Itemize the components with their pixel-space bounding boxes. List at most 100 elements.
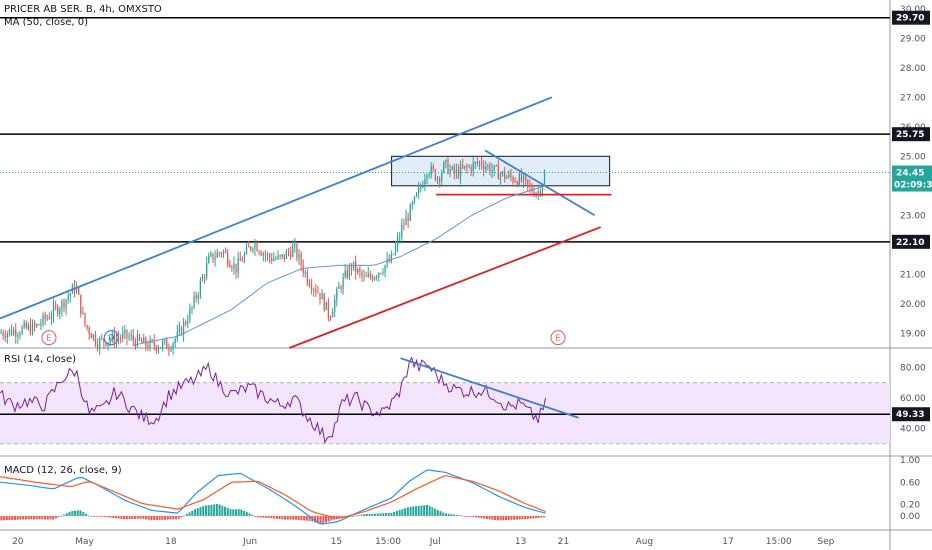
macd-histogram-bar — [488, 515, 491, 520]
candle-body — [145, 337, 147, 347]
candle-body — [258, 251, 260, 253]
time-tick-label: Jul — [429, 537, 441, 547]
candle-body — [543, 173, 546, 185]
candle-body — [392, 254, 395, 256]
macd-histogram-bar — [84, 513, 87, 516]
macd-histogram-bar — [469, 515, 472, 517]
candle-body — [182, 322, 185, 335]
macd-histogram-bar — [161, 515, 164, 520]
macd-histogram-bar — [494, 515, 497, 521]
macd-histogram-bar — [41, 515, 44, 520]
macd-histogram-bar — [128, 515, 131, 520]
macd-histogram-bar — [243, 510, 246, 516]
price-tick-label: 19.00 — [900, 329, 926, 339]
macd-histogram-bar — [251, 514, 254, 516]
macd-histogram-bar — [188, 512, 191, 516]
candle-body — [256, 242, 258, 252]
candle-body — [302, 265, 304, 274]
candle-body — [250, 246, 252, 250]
candle-body — [325, 301, 327, 311]
candle-body — [378, 273, 380, 277]
macd-tick-label: 0.60 — [900, 478, 920, 488]
candle-body — [193, 295, 195, 307]
trendline[interactable] — [484, 149, 595, 217]
macd-histogram-bar — [5, 515, 8, 521]
candle-body — [92, 334, 95, 339]
macd-histogram-bar — [63, 514, 66, 516]
macd-histogram-bar — [22, 515, 25, 520]
candle-body — [180, 327, 183, 335]
candle-body — [359, 268, 361, 272]
candle-body — [277, 255, 279, 259]
macd-histogram-bar — [376, 513, 379, 516]
candle-body — [203, 276, 206, 278]
candle-body — [122, 332, 124, 339]
macd-histogram-bar — [341, 515, 344, 518]
macd-histogram-bar — [204, 505, 207, 516]
candle-body — [493, 165, 495, 171]
candle-body — [19, 334, 21, 336]
rsi-tick-label: 80.00 — [900, 363, 926, 373]
macd-histogram-bar — [180, 515, 183, 518]
macd-histogram-bar — [27, 515, 30, 520]
candle-body — [363, 275, 365, 277]
candle-body — [310, 285, 313, 290]
candle-body — [430, 166, 432, 175]
macd-histogram-bar — [515, 515, 518, 520]
candle-body — [468, 166, 470, 168]
countdown-label: 02:09:36 — [894, 181, 932, 191]
candle-body — [436, 177, 439, 180]
macd-histogram-bar — [245, 512, 248, 516]
macd-histogram-bar — [521, 515, 524, 520]
candle-body — [355, 261, 357, 273]
candle-body — [438, 177, 441, 181]
macd-histogram-bar — [134, 515, 137, 519]
rsi-trendline[interactable] — [400, 357, 579, 419]
macd-histogram-bar — [297, 515, 300, 520]
candle-body — [42, 314, 44, 324]
candle-body — [254, 242, 256, 249]
macd-tick-label: 0.20 — [900, 501, 920, 511]
candle-body — [489, 165, 491, 173]
macd-histogram-bar — [153, 515, 156, 521]
macd-histogram-bar — [365, 514, 368, 516]
macd-histogram-bar — [215, 503, 218, 516]
price-tick-label: 29.00 — [900, 34, 926, 44]
candle-body — [80, 294, 82, 314]
time-tick-label: Sep — [817, 537, 834, 547]
candle-body — [107, 342, 109, 346]
indicator-lines — [0, 96, 890, 525]
macd-histogram-bar — [221, 505, 224, 516]
trendline[interactable] — [288, 226, 602, 349]
candle-body — [346, 270, 348, 278]
candle-body — [2, 333, 4, 337]
macd-histogram-bar — [11, 515, 14, 520]
candle-body — [336, 288, 338, 300]
candle-body — [245, 246, 248, 254]
event-marker[interactable] — [41, 330, 57, 346]
macd-histogram-bar — [393, 511, 396, 516]
candle-body — [176, 331, 178, 340]
trendline[interactable] — [0, 96, 553, 320]
candle-body — [27, 324, 29, 329]
macd-histogram-bar — [543, 515, 546, 518]
candle-body — [478, 161, 481, 164]
macd-histogram-bar — [234, 509, 237, 516]
macd-histogram-bar — [68, 511, 71, 516]
macd-histogram-bar — [172, 515, 175, 520]
candle-body — [319, 292, 321, 300]
candle-body — [447, 159, 449, 174]
macd-histogram-bar — [210, 504, 213, 516]
candle-body — [525, 176, 527, 180]
candle-body — [197, 295, 199, 299]
candle-body — [216, 252, 218, 258]
candle-body — [134, 340, 136, 347]
macd-histogram-bar — [237, 509, 240, 516]
candle-body — [128, 337, 130, 339]
event-marker[interactable] — [550, 330, 566, 346]
macd-histogram-bar — [401, 509, 404, 516]
macd-histogram-bar — [196, 508, 199, 516]
macd-histogram-bar — [436, 509, 439, 516]
candle-body — [298, 254, 300, 259]
